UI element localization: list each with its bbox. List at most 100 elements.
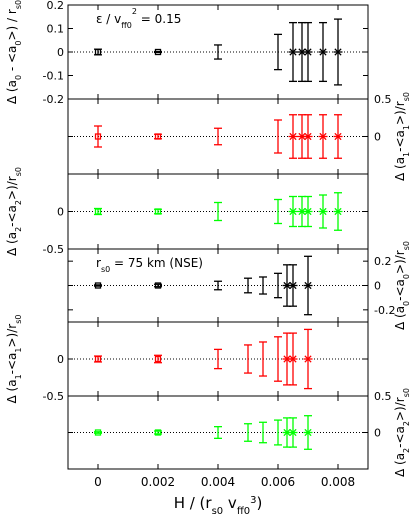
data-point: [214, 426, 222, 439]
data-point: [288, 332, 298, 386]
annotation-part: r: [96, 256, 101, 270]
y-tick-label: 0: [57, 353, 64, 366]
marker-square: [94, 133, 102, 140]
data-point: [214, 201, 222, 222]
label-subscript: 1: [14, 374, 23, 379]
marker-square: [94, 355, 102, 363]
label-subscript: 0: [402, 274, 411, 279]
marker-star: [304, 207, 312, 216]
panel-p3: 0-0.5Δ (a2-<a2>)/rs0: [5, 167, 369, 256]
y-tick-label: 0: [374, 280, 381, 293]
data-point: [94, 355, 102, 363]
data-point: [259, 276, 267, 295]
label-part: - <a: [5, 46, 19, 75]
data-point: [214, 127, 222, 146]
panel-p6: 0.5 0 Δ (a2-<a2>)/rs0: [67, 388, 411, 477]
y-tick-label: 0.5: [374, 390, 392, 403]
data-point: [214, 280, 222, 291]
y-tick-label: -0.1: [43, 70, 64, 83]
y-tick-label: 0: [57, 46, 64, 59]
data-point: [318, 114, 328, 159]
label-subscript: 1: [402, 152, 411, 157]
data-point: [244, 277, 252, 294]
data-point: [214, 44, 222, 60]
marker-star: [334, 207, 342, 216]
marker-star: [289, 428, 297, 437]
data-point: [274, 119, 282, 154]
data-point: [303, 195, 313, 228]
label-part: >)/r: [393, 101, 407, 125]
marker-square: [154, 208, 162, 215]
y-tick-label: 0: [374, 427, 381, 440]
label-part: Δ (a: [5, 379, 19, 403]
annotation-superscript: 2: [132, 7, 137, 16]
data-point: [94, 125, 102, 148]
label-subscript: s0: [14, 0, 23, 9]
label-part: Δ (a: [393, 306, 407, 330]
data-point: [333, 18, 343, 86]
data-point: [303, 328, 313, 390]
marker-star: [289, 132, 297, 141]
data-point: [94, 429, 102, 436]
label-part: Δ (a: [393, 157, 407, 181]
data-point: [154, 208, 162, 215]
marker-star: [298, 48, 306, 56]
annotation-subscript: ff0: [121, 21, 132, 30]
label-subscript: s0: [14, 167, 23, 176]
annotation-part: = 75 km (NSE): [110, 256, 203, 270]
label-subscript: 2: [14, 200, 23, 205]
label-subscript: 1: [402, 125, 411, 130]
label-part: >)/r: [393, 250, 407, 274]
marker-star: [304, 132, 312, 141]
label-subscript: s0: [212, 506, 224, 517]
data-point: [297, 114, 307, 159]
data-point: [303, 415, 313, 450]
marker-square: [94, 208, 102, 215]
data-point: [333, 114, 343, 159]
data-point: [274, 198, 282, 225]
marker-star: [334, 132, 342, 141]
data-point: [288, 114, 298, 159]
label-subscript: 2: [402, 421, 411, 426]
data-point: [274, 336, 282, 382]
label-part: >) / r: [5, 9, 19, 40]
label-part: Δ (a: [5, 80, 19, 104]
data-point: [244, 344, 252, 374]
data-point: [288, 417, 298, 448]
data-point: [259, 421, 267, 444]
marker-star: [304, 48, 312, 56]
marker-star: [319, 207, 327, 216]
marker-square: [94, 429, 102, 436]
marker-star: [298, 207, 306, 216]
y-axis-label: Δ (a2-<a2>)/rs0: [5, 167, 23, 256]
label-subscript: ff0: [237, 506, 250, 517]
label-part: -<a: [5, 353, 19, 375]
marker-star: [289, 355, 297, 363]
data-point: [244, 423, 252, 442]
data-point: [154, 133, 162, 140]
y-tick-label: -0.5: [43, 390, 64, 403]
data-point: [288, 195, 298, 228]
y-tick-label: -0.5: [43, 243, 64, 256]
y-axis-label: Δ (a0-<a0>)/rs0: [393, 241, 411, 330]
data-point: [288, 264, 298, 307]
marker-star: [289, 48, 297, 56]
data-point: [214, 348, 222, 370]
label-subscript: s0: [402, 241, 411, 250]
data-point: [303, 255, 313, 316]
panel-frame: [67, 395, 369, 470]
x-axis-label: H / (rs0 vff03): [174, 494, 263, 517]
label-part: H / (r: [174, 494, 213, 512]
x-tick-label: 0.006: [261, 475, 295, 489]
x-tick-label: 0.004: [201, 475, 235, 489]
marker-square: [154, 133, 162, 140]
y-axis-label: Δ (a2-<a2>)/rs0: [393, 388, 411, 477]
marker-square: [94, 282, 102, 289]
marker-star: [283, 281, 291, 290]
data-point: [303, 114, 313, 159]
y-tick-label: -0.2: [43, 93, 64, 106]
panel-p5: 0-0.5Δ (a1-<a1>)/rs0: [5, 315, 369, 403]
data-point: [154, 429, 162, 436]
